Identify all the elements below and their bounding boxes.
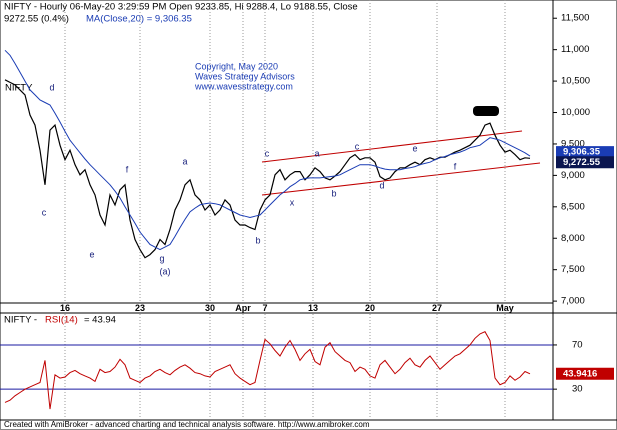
wave-label: e <box>412 143 417 153</box>
header-ma: MA(Close,20) = 9,306.35 <box>86 14 192 25</box>
y-tick-label: 7,000 <box>561 296 585 307</box>
copyright: Copyright, May 2020 <box>195 61 278 71</box>
rsi-header-prefix: NIFTY - <box>4 315 37 326</box>
x-tick-label: 23 <box>135 303 145 313</box>
value-badge-label: 43.9416 <box>563 368 597 379</box>
y-tick-label: 30 <box>572 384 583 395</box>
wave-label: e <box>89 249 94 259</box>
x-tick-label: 27 <box>432 303 442 313</box>
copyright: www.wavesstrategy.com <box>194 81 293 91</box>
marker <box>473 106 499 116</box>
x-tick-label: 30 <box>205 303 215 313</box>
value-badge <box>556 156 614 169</box>
y-tick-label: 9,000 <box>561 170 585 181</box>
wave-label: g <box>159 253 164 263</box>
y-tick-label: 9,500 <box>561 138 585 149</box>
rsi-header-name: RSI(14) <box>45 315 78 326</box>
wave-label: (a) <box>160 266 171 276</box>
rsi-header-suffix: = 43.94 <box>84 315 116 326</box>
wave-label: x <box>290 197 295 207</box>
wave-label: b <box>255 235 260 245</box>
value-badge <box>556 367 614 380</box>
y-tick-label: 8,500 <box>561 201 585 212</box>
wave-label: f <box>126 164 129 174</box>
value-badge-label: 9,272.55 <box>563 157 601 168</box>
y-tick-label: 8,000 <box>561 233 585 244</box>
y-tick-label: 7,500 <box>561 264 585 275</box>
series-line <box>4 49 531 251</box>
x-tick-label: 16 <box>60 303 70 313</box>
y-tick-label: 11,000 <box>561 44 589 55</box>
x-tick-label: 13 <box>308 303 318 313</box>
y-tick-label: 70 <box>572 339 583 350</box>
wave-label: c <box>265 148 270 158</box>
x-tick-label: May <box>496 303 514 313</box>
copyright: Waves Strategy Advisors <box>195 71 295 81</box>
wave-label: b <box>331 188 336 198</box>
header-close: 9272.55 (0.4%) <box>4 14 69 25</box>
wave-label: a <box>314 148 319 158</box>
value-badge <box>556 146 614 159</box>
header: NIFTY - Hourly 06-May-20 3:29:59 PM Open… <box>4 2 358 13</box>
wave-label: a <box>182 156 187 166</box>
wave-label: d <box>379 180 384 190</box>
x-tick-label: 7 <box>262 303 267 313</box>
y-tick-label: 10,500 <box>561 76 590 87</box>
channel-lower <box>261 162 541 196</box>
series-line <box>4 331 531 410</box>
legend-entry: NIFTY <box>5 83 33 94</box>
x-tick-label: 20 <box>365 303 375 313</box>
value-badge-label: 9,306.35 <box>563 147 601 158</box>
wave-label: c <box>355 141 360 151</box>
footer: Created with AmiBroker - advanced charti… <box>4 420 370 429</box>
x-tick-label: Apr <box>235 303 251 313</box>
wave-label: f <box>454 161 457 171</box>
wave-label: c <box>42 207 47 217</box>
y-tick-label: 11,500 <box>561 13 589 24</box>
wave-label: d <box>49 82 54 92</box>
y-tick-label: 10,000 <box>561 107 590 118</box>
